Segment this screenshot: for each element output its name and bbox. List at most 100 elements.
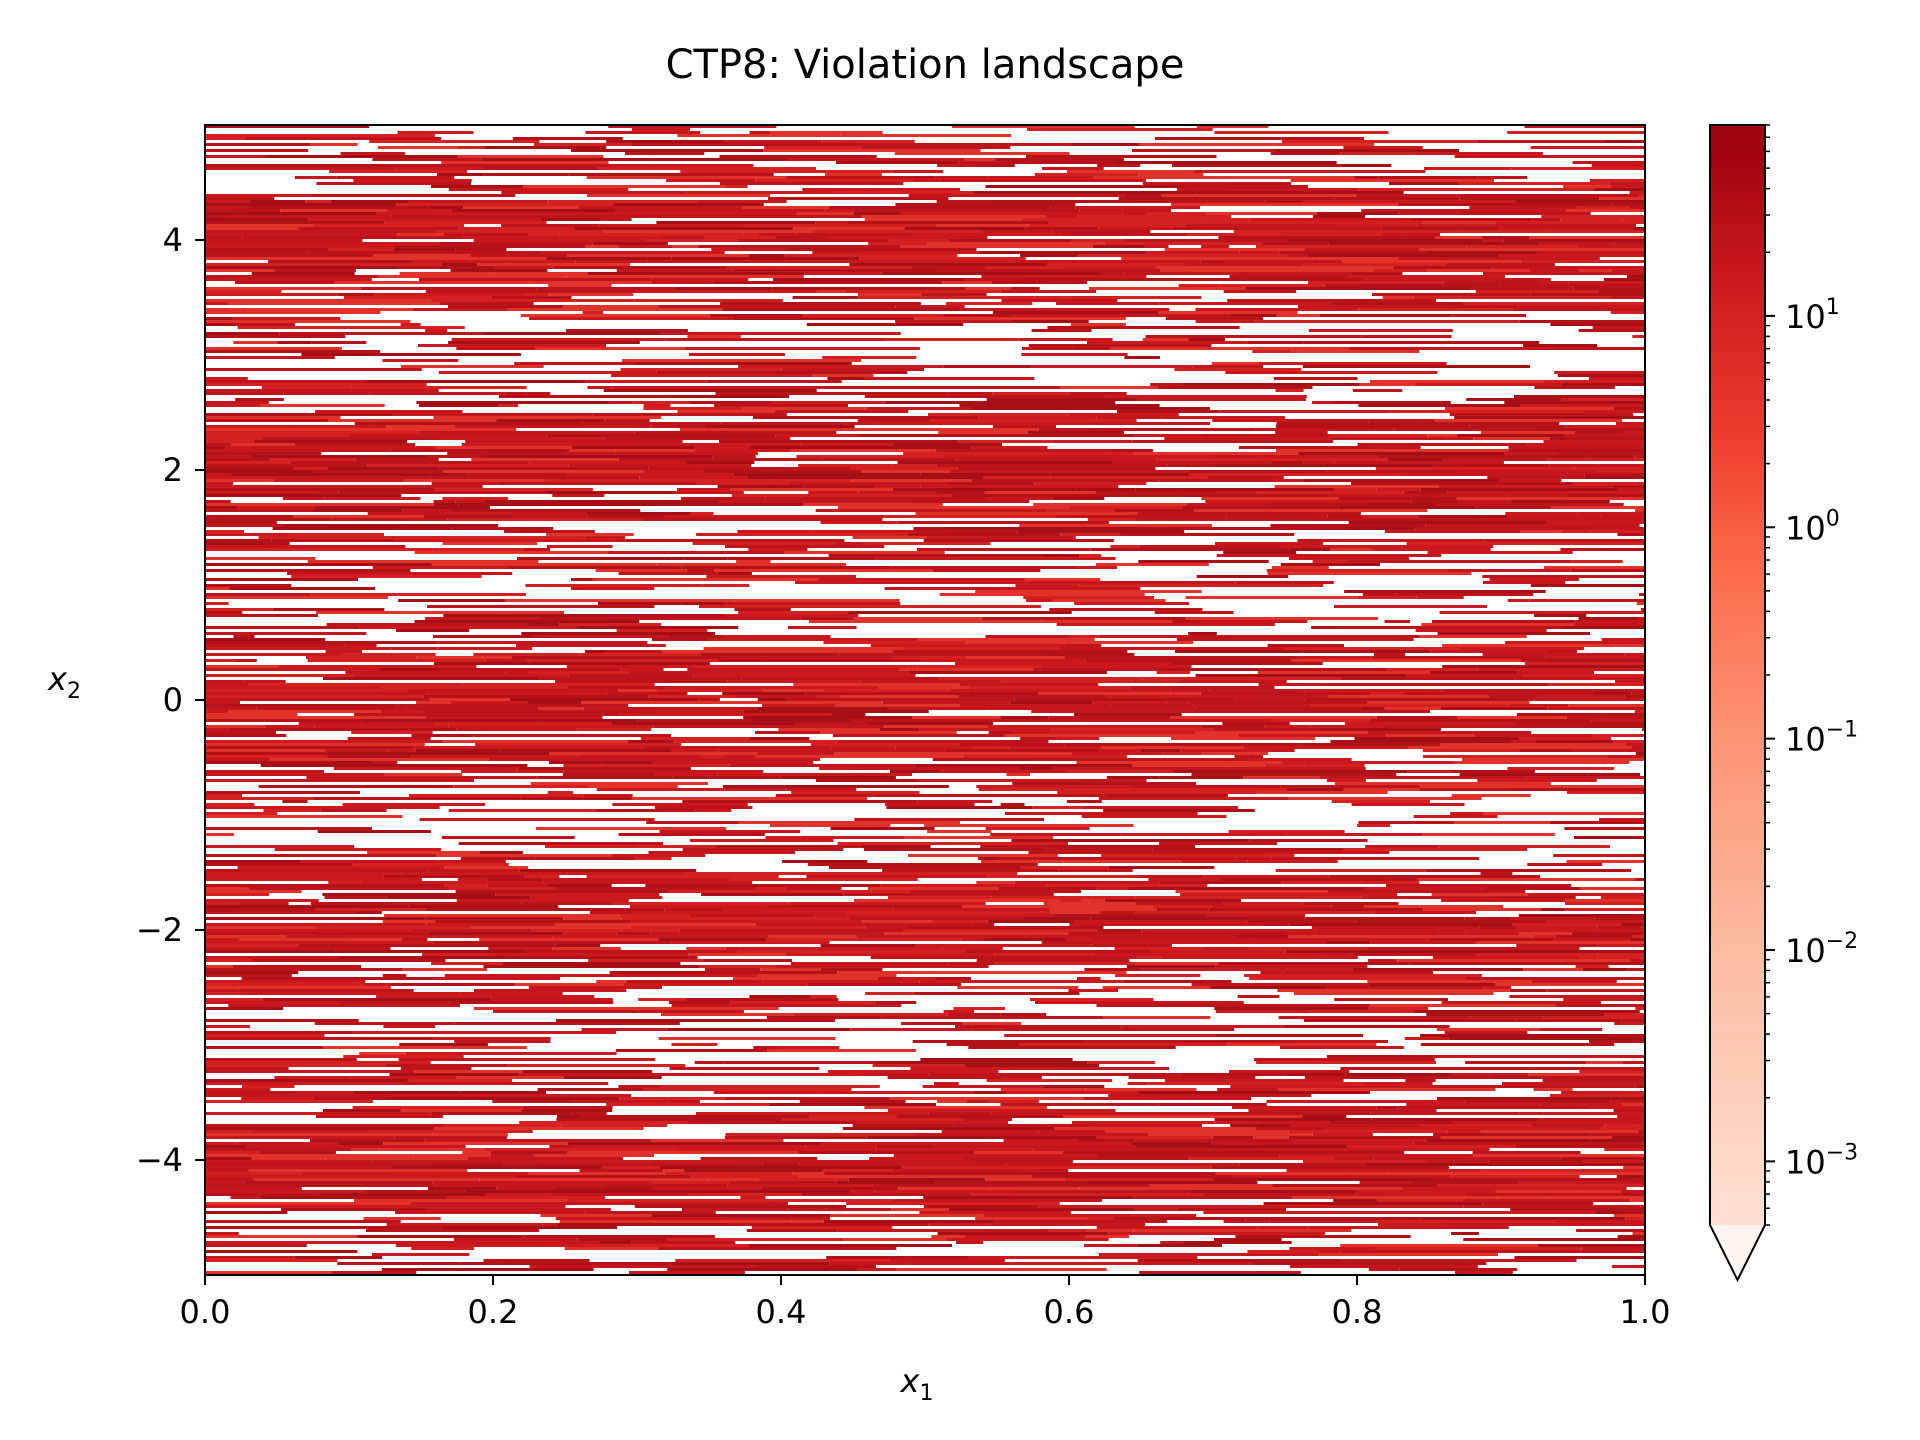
heatmap-cell	[1129, 686, 1275, 689]
heatmap-cell	[1098, 797, 1289, 800]
heatmap-cell	[837, 1229, 1049, 1232]
heatmap-cell	[205, 1130, 251, 1133]
heatmap-cell	[656, 221, 816, 224]
heatmap-cell	[741, 677, 938, 680]
heatmap-cell	[1232, 1106, 1377, 1109]
heatmap-cell	[1338, 497, 1429, 500]
heatmap-cell	[1568, 704, 1645, 707]
heatmap-cell	[1612, 485, 1645, 488]
heatmap-cell	[1188, 701, 1368, 704]
heatmap-cell	[205, 302, 229, 305]
heatmap-cell	[1537, 1118, 1645, 1121]
heatmap-cell	[384, 773, 463, 776]
heatmap-cell	[572, 446, 696, 449]
heatmap-cell	[1211, 1142, 1414, 1145]
heatmap-cell	[717, 485, 804, 488]
heatmap-cell	[205, 1025, 250, 1028]
heatmap-cell	[279, 332, 482, 335]
heatmap-cell	[1554, 938, 1630, 941]
heatmap-cell	[1371, 1118, 1538, 1121]
heatmap-cell	[1578, 329, 1645, 332]
heatmap-cell	[975, 590, 1202, 593]
heatmap-cell	[1312, 401, 1334, 404]
heatmap-cell	[503, 530, 595, 533]
heatmap-cell	[239, 938, 402, 941]
heatmap-cell	[1311, 926, 1480, 929]
heatmap-cell	[1231, 314, 1277, 317]
heatmap-cell	[1234, 698, 1306, 701]
heatmap-cell	[837, 842, 1068, 845]
heatmap-cell	[1249, 839, 1368, 842]
heatmap-cell	[1465, 1100, 1487, 1103]
heatmap-cell	[248, 1169, 468, 1172]
heatmap-cell	[251, 272, 355, 275]
heatmap-cell	[555, 944, 601, 947]
heatmap-cell	[696, 482, 790, 485]
heatmap-cell	[315, 491, 339, 494]
heatmap-cell	[1416, 596, 1464, 599]
heatmap-cell	[755, 731, 821, 734]
heatmap-cell	[703, 470, 862, 473]
heatmap-cell	[540, 617, 567, 620]
heatmap-cell	[1068, 932, 1258, 935]
heatmap-cell	[568, 674, 694, 677]
heatmap-cell	[665, 515, 885, 518]
heatmap-cell	[407, 200, 548, 203]
heatmap-cell	[732, 269, 782, 272]
heatmap-cell	[205, 878, 357, 881]
heatmap-cell	[1247, 920, 1303, 923]
heatmap-cell	[947, 482, 1035, 485]
heatmap-cell	[757, 752, 835, 755]
heatmap-cell	[618, 245, 673, 248]
heatmap-cell	[1613, 407, 1645, 410]
heatmap-cell	[205, 1232, 239, 1235]
heatmap-cell	[1592, 326, 1645, 329]
heatmap-cell	[934, 176, 989, 179]
heatmap-cell	[552, 713, 620, 716]
heatmap-cell	[555, 923, 756, 926]
heatmap-cell	[643, 518, 883, 521]
heatmap-cell	[451, 509, 641, 512]
heatmap-cell	[205, 287, 361, 290]
heatmap-cell	[248, 206, 429, 209]
heatmap-cell	[603, 389, 817, 392]
heatmap-cell	[1566, 860, 1645, 863]
heatmap-cell	[1041, 620, 1173, 623]
heatmap-cell	[345, 671, 506, 674]
heatmap-cell	[1420, 1124, 1531, 1127]
heatmap-cell	[863, 848, 1047, 851]
heatmap-cell	[1000, 803, 1025, 806]
heatmap-cell	[1505, 641, 1645, 644]
heatmap-cell	[1133, 452, 1299, 455]
heatmap-cell	[1507, 599, 1529, 602]
heatmap-cell	[631, 797, 868, 800]
heatmap-cell	[1167, 464, 1215, 467]
heatmap-cell	[205, 443, 232, 446]
heatmap-cell	[1297, 539, 1485, 542]
heatmap-cell	[205, 695, 424, 698]
heatmap-cell	[824, 1220, 995, 1223]
heatmap-cell	[653, 725, 885, 728]
heatmap-cell	[1164, 248, 1304, 251]
heatmap-cell	[205, 290, 282, 293]
heatmap-cell	[730, 488, 893, 491]
heatmap-cell	[1064, 644, 1102, 647]
heatmap-cell	[205, 491, 316, 494]
heatmap-cell	[1344, 722, 1516, 725]
heatmap-cell	[912, 716, 1001, 719]
heatmap-cell	[1134, 518, 1311, 521]
heatmap-cell	[646, 821, 739, 824]
heatmap-cell	[1109, 449, 1153, 452]
heatmap-cell	[893, 1199, 1102, 1202]
heatmap-cell	[450, 269, 548, 272]
heatmap-cell	[955, 1025, 1122, 1028]
heatmap-cell	[618, 1085, 662, 1088]
heatmap-cell	[927, 830, 992, 833]
heatmap-cell	[766, 938, 962, 941]
heatmap-cell	[1038, 428, 1256, 431]
heatmap-cell	[1384, 707, 1441, 710]
heatmap-cell	[254, 440, 408, 443]
heatmap-cell	[252, 947, 391, 950]
heatmap-cell	[1393, 266, 1492, 269]
heatmap-cell	[1100, 272, 1124, 275]
